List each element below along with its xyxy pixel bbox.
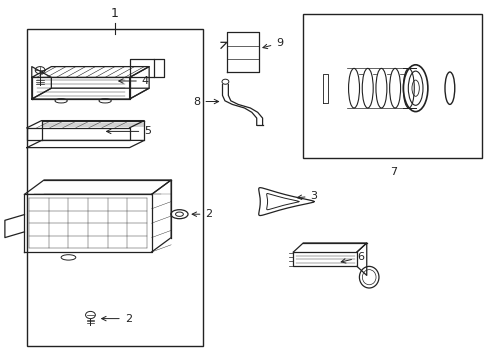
Text: 3: 3 — [297, 191, 317, 201]
Text: 8: 8 — [193, 96, 218, 107]
Text: 2: 2 — [102, 314, 132, 324]
Ellipse shape — [375, 68, 386, 108]
Text: 4: 4 — [119, 76, 149, 86]
Bar — [27, 29, 203, 346]
Text: 1: 1 — [111, 7, 119, 20]
Text: 7: 7 — [389, 167, 396, 177]
Ellipse shape — [348, 68, 359, 108]
Ellipse shape — [362, 68, 372, 108]
Bar — [303, 14, 481, 158]
Text: 5: 5 — [106, 126, 151, 136]
Text: 9: 9 — [263, 38, 283, 49]
Ellipse shape — [389, 68, 400, 108]
Ellipse shape — [403, 68, 413, 108]
Text: 2: 2 — [192, 209, 212, 219]
Text: 6: 6 — [341, 252, 363, 263]
